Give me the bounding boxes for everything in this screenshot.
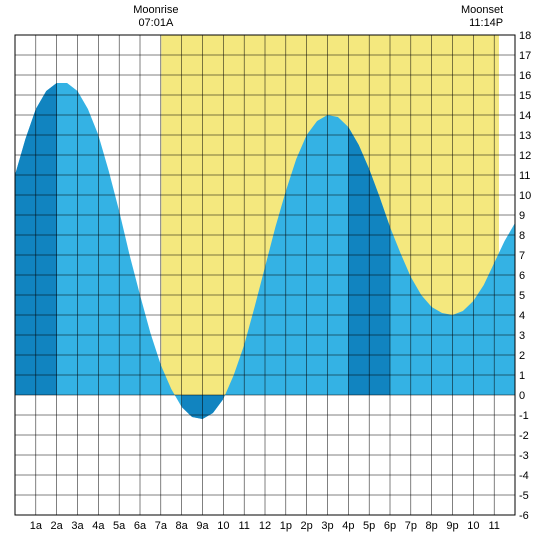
y-tick: -4: [519, 470, 529, 482]
y-tick: -2: [519, 430, 529, 442]
y-tick: 17: [519, 50, 531, 62]
moonset-title: Moonset: [461, 4, 503, 16]
y-tick: 7: [519, 250, 525, 262]
y-tick: -3: [519, 450, 529, 462]
tide-chart: Moonrise 07:01A Moonset 11:14P -6-5-4-3-…: [0, 0, 550, 550]
x-tick: 1p: [280, 520, 292, 532]
x-tick: 10: [217, 520, 229, 532]
x-tick: 8a: [176, 520, 189, 532]
y-tick: -6: [519, 510, 529, 522]
y-tick: 1: [519, 370, 525, 382]
y-tick: 18: [519, 30, 531, 42]
x-tick: 6p: [384, 520, 396, 532]
x-tick: 4a: [92, 520, 105, 532]
moonset-time: 11:14P: [469, 17, 503, 29]
y-tick: -1: [519, 410, 529, 422]
x-tick: 5p: [363, 520, 375, 532]
y-tick: 9: [519, 210, 525, 222]
y-tick: 14: [519, 110, 531, 122]
x-tick: 12: [259, 520, 271, 532]
y-tick: 8: [519, 230, 525, 242]
x-tick: 9a: [196, 520, 209, 532]
y-tick: 16: [519, 70, 531, 82]
x-tick: 9p: [446, 520, 458, 532]
chart-svg: -6-5-4-3-2-10123456789101112131415161718…: [0, 0, 550, 550]
y-tick: 4: [519, 310, 525, 322]
y-tick: 0: [519, 390, 525, 402]
y-tick: 11: [519, 170, 530, 182]
x-tick: 3p: [321, 520, 333, 532]
x-tick: 5a: [113, 520, 126, 532]
x-tick: 1a: [30, 520, 43, 532]
x-tick: 8p: [426, 520, 438, 532]
moonrise-label: Moonrise 07:01A: [133, 4, 178, 30]
x-tick: 10: [467, 520, 479, 532]
y-tick: 3: [519, 330, 525, 342]
y-tick: 2: [519, 350, 525, 362]
x-tick: 11: [238, 520, 249, 532]
y-tick: 6: [519, 270, 525, 282]
y-tick: 15: [519, 90, 531, 102]
y-tick: 13: [519, 130, 531, 142]
x-tick: 6a: [134, 520, 147, 532]
moonrise-time: 07:01A: [138, 17, 173, 29]
moonrise-title: Moonrise: [133, 4, 178, 16]
x-tick: 2a: [51, 520, 64, 532]
y-tick: 10: [519, 190, 531, 202]
x-tick: 4p: [342, 520, 354, 532]
x-tick: 7p: [405, 520, 417, 532]
x-tick: 2p: [301, 520, 313, 532]
y-tick: 12: [519, 150, 531, 162]
y-tick: 5: [519, 290, 525, 302]
x-tick: 11: [488, 520, 499, 532]
y-tick: -5: [519, 490, 529, 502]
moonset-label: Moonset 11:14P: [461, 4, 503, 30]
x-tick: 3a: [71, 520, 84, 532]
x-tick: 7a: [155, 520, 168, 532]
